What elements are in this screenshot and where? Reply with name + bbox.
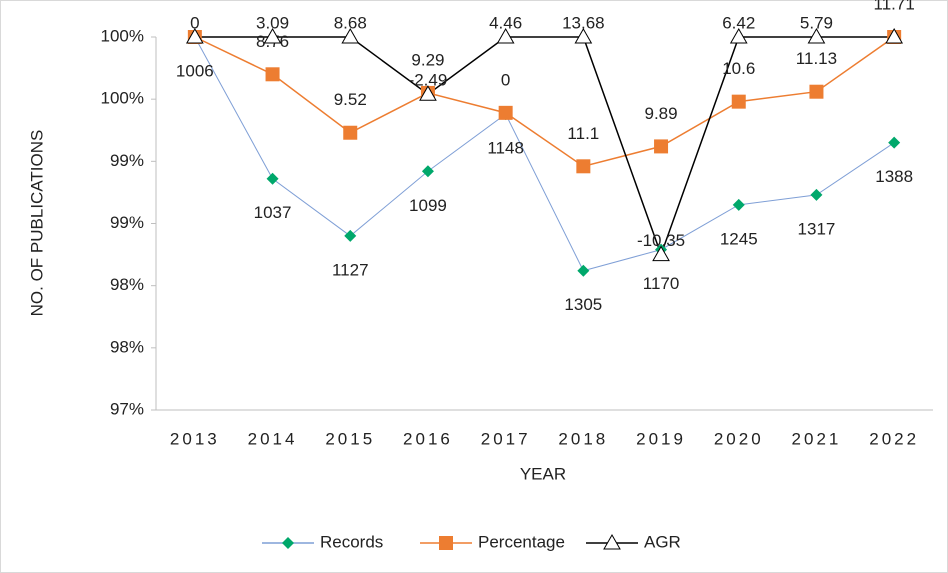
point: [807, 27, 826, 44]
x-tick-label: 2021: [792, 429, 842, 448]
series-line: [194, 36, 895, 257]
data-label: 6.42: [722, 13, 755, 32]
y-tick-label: 97%: [110, 399, 144, 418]
point: [652, 245, 670, 262]
legend-label: Records: [320, 532, 383, 551]
point: [185, 27, 204, 44]
data-label: 1006: [176, 61, 214, 80]
point: [496, 27, 515, 44]
data-label: 4.46: [489, 13, 522, 32]
data-label: 8.68: [334, 13, 367, 32]
y-tick-label: 99%: [110, 213, 144, 232]
point: [263, 27, 282, 44]
data-label: 1037: [254, 203, 292, 222]
data-label: -2.49: [409, 71, 448, 90]
point: [809, 84, 824, 99]
data-label: -10.35: [637, 231, 685, 250]
data-label: 1317: [798, 219, 836, 238]
point: [341, 27, 360, 44]
data-label: 11.1: [567, 124, 599, 143]
legend-label: Percentage: [478, 532, 565, 551]
y-tick-label: 99%: [110, 151, 144, 170]
legend-label: AGR: [644, 532, 681, 551]
legend-marker: [603, 533, 621, 550]
x-tick-label: 2016: [403, 429, 453, 448]
data-label: 1305: [564, 295, 602, 314]
data-label: 10.6: [722, 59, 755, 78]
x-tick-label: 2017: [481, 429, 531, 448]
point: [498, 105, 513, 120]
data-label: 1148: [487, 139, 524, 158]
data-label: 0: [501, 70, 510, 89]
x-tick-label: 2020: [714, 429, 764, 448]
data-label: 9.52: [334, 90, 367, 109]
point: [344, 229, 357, 242]
data-label: 11.71: [874, 0, 915, 13]
data-label: 1099: [409, 196, 447, 215]
point: [729, 27, 748, 44]
point: [343, 125, 358, 140]
point: [576, 159, 591, 174]
point: [266, 172, 279, 185]
point: [731, 94, 746, 109]
point: [810, 188, 823, 201]
y-tick-label: 98%: [110, 275, 144, 294]
series-line: [194, 36, 895, 168]
x-tick-label: 2019: [636, 429, 686, 448]
series-line: [194, 36, 895, 272]
point: [421, 165, 434, 178]
x-axis-label: YEAR: [520, 464, 566, 483]
x-tick-label: 2015: [325, 429, 375, 448]
x-tick-label: 2014: [248, 429, 298, 448]
data-label: 1127: [332, 260, 369, 279]
point: [654, 139, 669, 154]
legend-marker: [282, 537, 294, 549]
data-label: 9.29: [411, 50, 444, 69]
data-label: 9.89: [645, 104, 678, 123]
point: [888, 136, 901, 149]
x-tick-label: 2013: [170, 429, 220, 448]
x-tick-label: 2018: [558, 429, 608, 448]
data-label: 5.79: [800, 13, 833, 32]
x-tick-label: 2022: [869, 429, 919, 448]
y-tick-label: 100%: [101, 89, 144, 108]
legend-marker: [439, 536, 453, 550]
y-tick-label: 100%: [101, 26, 144, 45]
point: [265, 67, 280, 82]
y-axis-label: NO. OF PUBLICATIONS: [27, 130, 46, 317]
data-label: 11.13: [796, 49, 837, 68]
data-label: 1245: [720, 229, 758, 248]
y-tick-label: 98%: [110, 337, 144, 356]
point: [419, 85, 437, 101]
data-label: 3.09: [256, 13, 289, 32]
point: [574, 27, 593, 44]
data-label: 13.68: [562, 13, 605, 32]
point: [732, 198, 745, 211]
data-label: 1388: [875, 167, 913, 186]
data-label: 1170: [643, 274, 680, 293]
point: [577, 264, 590, 277]
data-label: 0: [190, 13, 199, 32]
point: [885, 27, 904, 44]
